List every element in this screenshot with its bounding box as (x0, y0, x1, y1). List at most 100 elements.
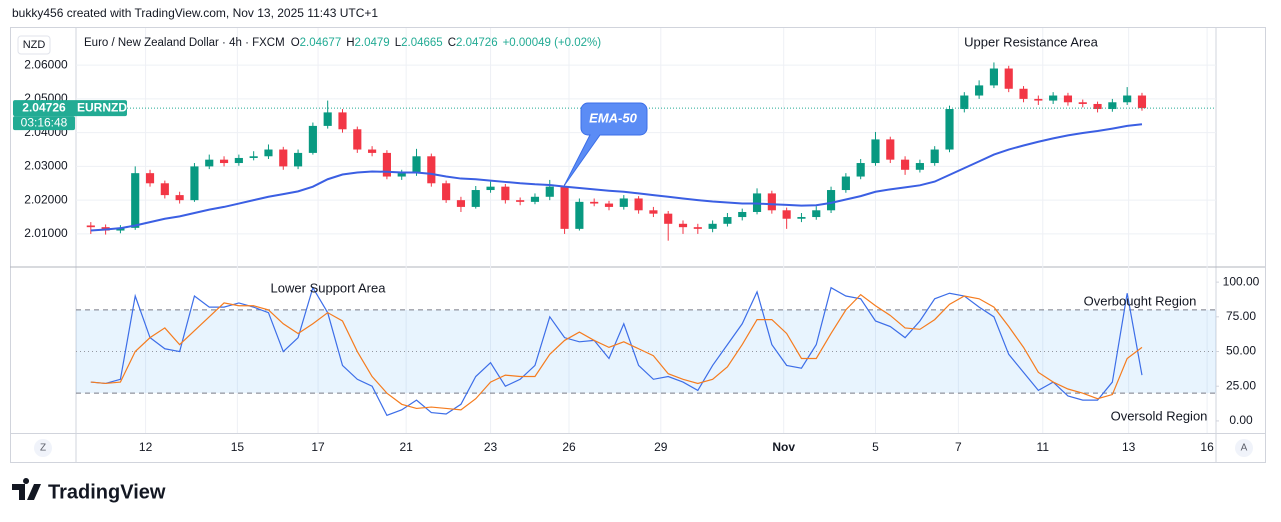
candle-body (560, 186, 569, 229)
candle-body (915, 163, 924, 170)
candle-body (767, 193, 776, 211)
ema-line (90, 123, 1143, 232)
candle-body (634, 198, 643, 211)
candle-body (1108, 102, 1117, 110)
candle-body (442, 183, 451, 201)
candle-body (1123, 95, 1132, 103)
candle-body (427, 156, 436, 184)
candle-body (501, 186, 510, 201)
candle-body (397, 173, 406, 177)
candle-body (930, 149, 939, 164)
candle-body (1019, 88, 1028, 99)
candle-body (131, 173, 140, 228)
x-tick-label: 21 (399, 440, 413, 454)
candle-body (338, 112, 347, 130)
y-tick-label: 75.00 (1226, 309, 1256, 323)
y-tick-label: 50.00 (1226, 344, 1256, 358)
brand-logo: TradingView (12, 478, 166, 503)
y-tick-label: 2.03000 (24, 159, 68, 173)
candle-body (1034, 98, 1043, 101)
candle-body (1004, 68, 1013, 89)
x-tick-label: 15 (231, 440, 245, 454)
ohlc-label: L (395, 37, 402, 49)
brand-name: TradingView (48, 481, 166, 503)
candle-body (471, 190, 480, 207)
ema-callout (563, 102, 648, 187)
candle-body (1049, 95, 1058, 101)
candle-body (604, 203, 614, 207)
candle-body (530, 196, 540, 202)
instrument-title: Euro / New Zealand Dollar · 4h · FXCM (84, 37, 285, 49)
x-tick-label: 17 (311, 440, 325, 454)
y-tick-label: 100.00 (1223, 274, 1260, 288)
chart-frame (10, 27, 1266, 463)
candle-body (219, 159, 229, 164)
candle-body (797, 217, 806, 219)
zoom-button-label[interactable]: Z (40, 443, 46, 454)
candle-body (323, 112, 332, 126)
annotation: Oversold Region (1111, 408, 1208, 423)
ohlc-label: C (448, 37, 456, 49)
logo-mark (12, 478, 41, 500)
candle-body (649, 210, 658, 214)
ohlc-label: H (346, 37, 354, 49)
y-tick-label: 2.02000 (24, 192, 68, 206)
candle-body (234, 157, 243, 164)
candle-body (841, 176, 850, 191)
annotation: Upper Resistance Area (964, 34, 1098, 49)
candle-body (812, 210, 821, 218)
ohlc-value: 2.04665 (401, 37, 443, 49)
candle-body (382, 152, 391, 177)
candle-body (782, 210, 791, 219)
x-tick-label: 12 (139, 440, 153, 454)
auto-scale-button-label[interactable]: A (1241, 443, 1248, 454)
candle-body (1078, 102, 1087, 104)
candle-body (205, 159, 214, 167)
header-text: bukky456 created with TradingView.com, N… (12, 6, 378, 20)
candle-body (619, 198, 628, 207)
candle-body (826, 190, 836, 211)
last-price-value: 2.04726 (22, 100, 66, 114)
y-tick-label: 2.01000 (24, 226, 68, 240)
x-tick-label: 11 (1037, 440, 1050, 454)
x-tick-label: Nov (772, 440, 795, 454)
ohlc-value: 2.0479 (355, 37, 390, 49)
y-tick-label: 25.00 (1226, 378, 1256, 392)
candle-body (975, 85, 984, 96)
y-tick-label: 0.00 (1229, 413, 1253, 427)
ema-callout-label: EMA-50 (589, 110, 637, 125)
countdown-tag (13, 116, 75, 131)
ohlc-value: 2.04677 (300, 37, 342, 49)
zoom-button[interactable] (34, 439, 52, 457)
candle-body (308, 125, 317, 153)
plot-layer: 12 15 17 21 23 26 29 Nov 5 7 11 13 16 2.01000 2.02000 2… (13, 28, 1260, 454)
candle-body (86, 225, 95, 228)
candle-body (353, 129, 362, 150)
auto-scale-button[interactable] (1235, 439, 1253, 457)
x-tick-label: 23 (484, 440, 498, 454)
currency-label: NZD (23, 39, 46, 51)
annotation: Overbought Region (1084, 293, 1197, 308)
x-tick-label: 5 (872, 440, 879, 454)
candle-body (456, 200, 466, 207)
change-value: +0.00049 (+0.02%) (503, 37, 602, 49)
candle-body (960, 95, 969, 110)
currency-box (17, 35, 51, 55)
candle-body (738, 211, 747, 218)
candle-body (901, 159, 910, 170)
candle-body (886, 139, 895, 160)
candle-body (160, 183, 169, 196)
candle-body (664, 213, 673, 224)
candle-body (1137, 95, 1147, 109)
y-tick-label: 2.06000 (24, 57, 68, 71)
candle-body (486, 186, 495, 191)
candle-body (264, 149, 273, 157)
candle-body (945, 109, 954, 150)
candle-body (175, 195, 184, 201)
candle-body (145, 173, 155, 184)
candle-body (871, 139, 880, 164)
oscillator-line (90, 293, 1143, 411)
candle-body (989, 68, 998, 86)
